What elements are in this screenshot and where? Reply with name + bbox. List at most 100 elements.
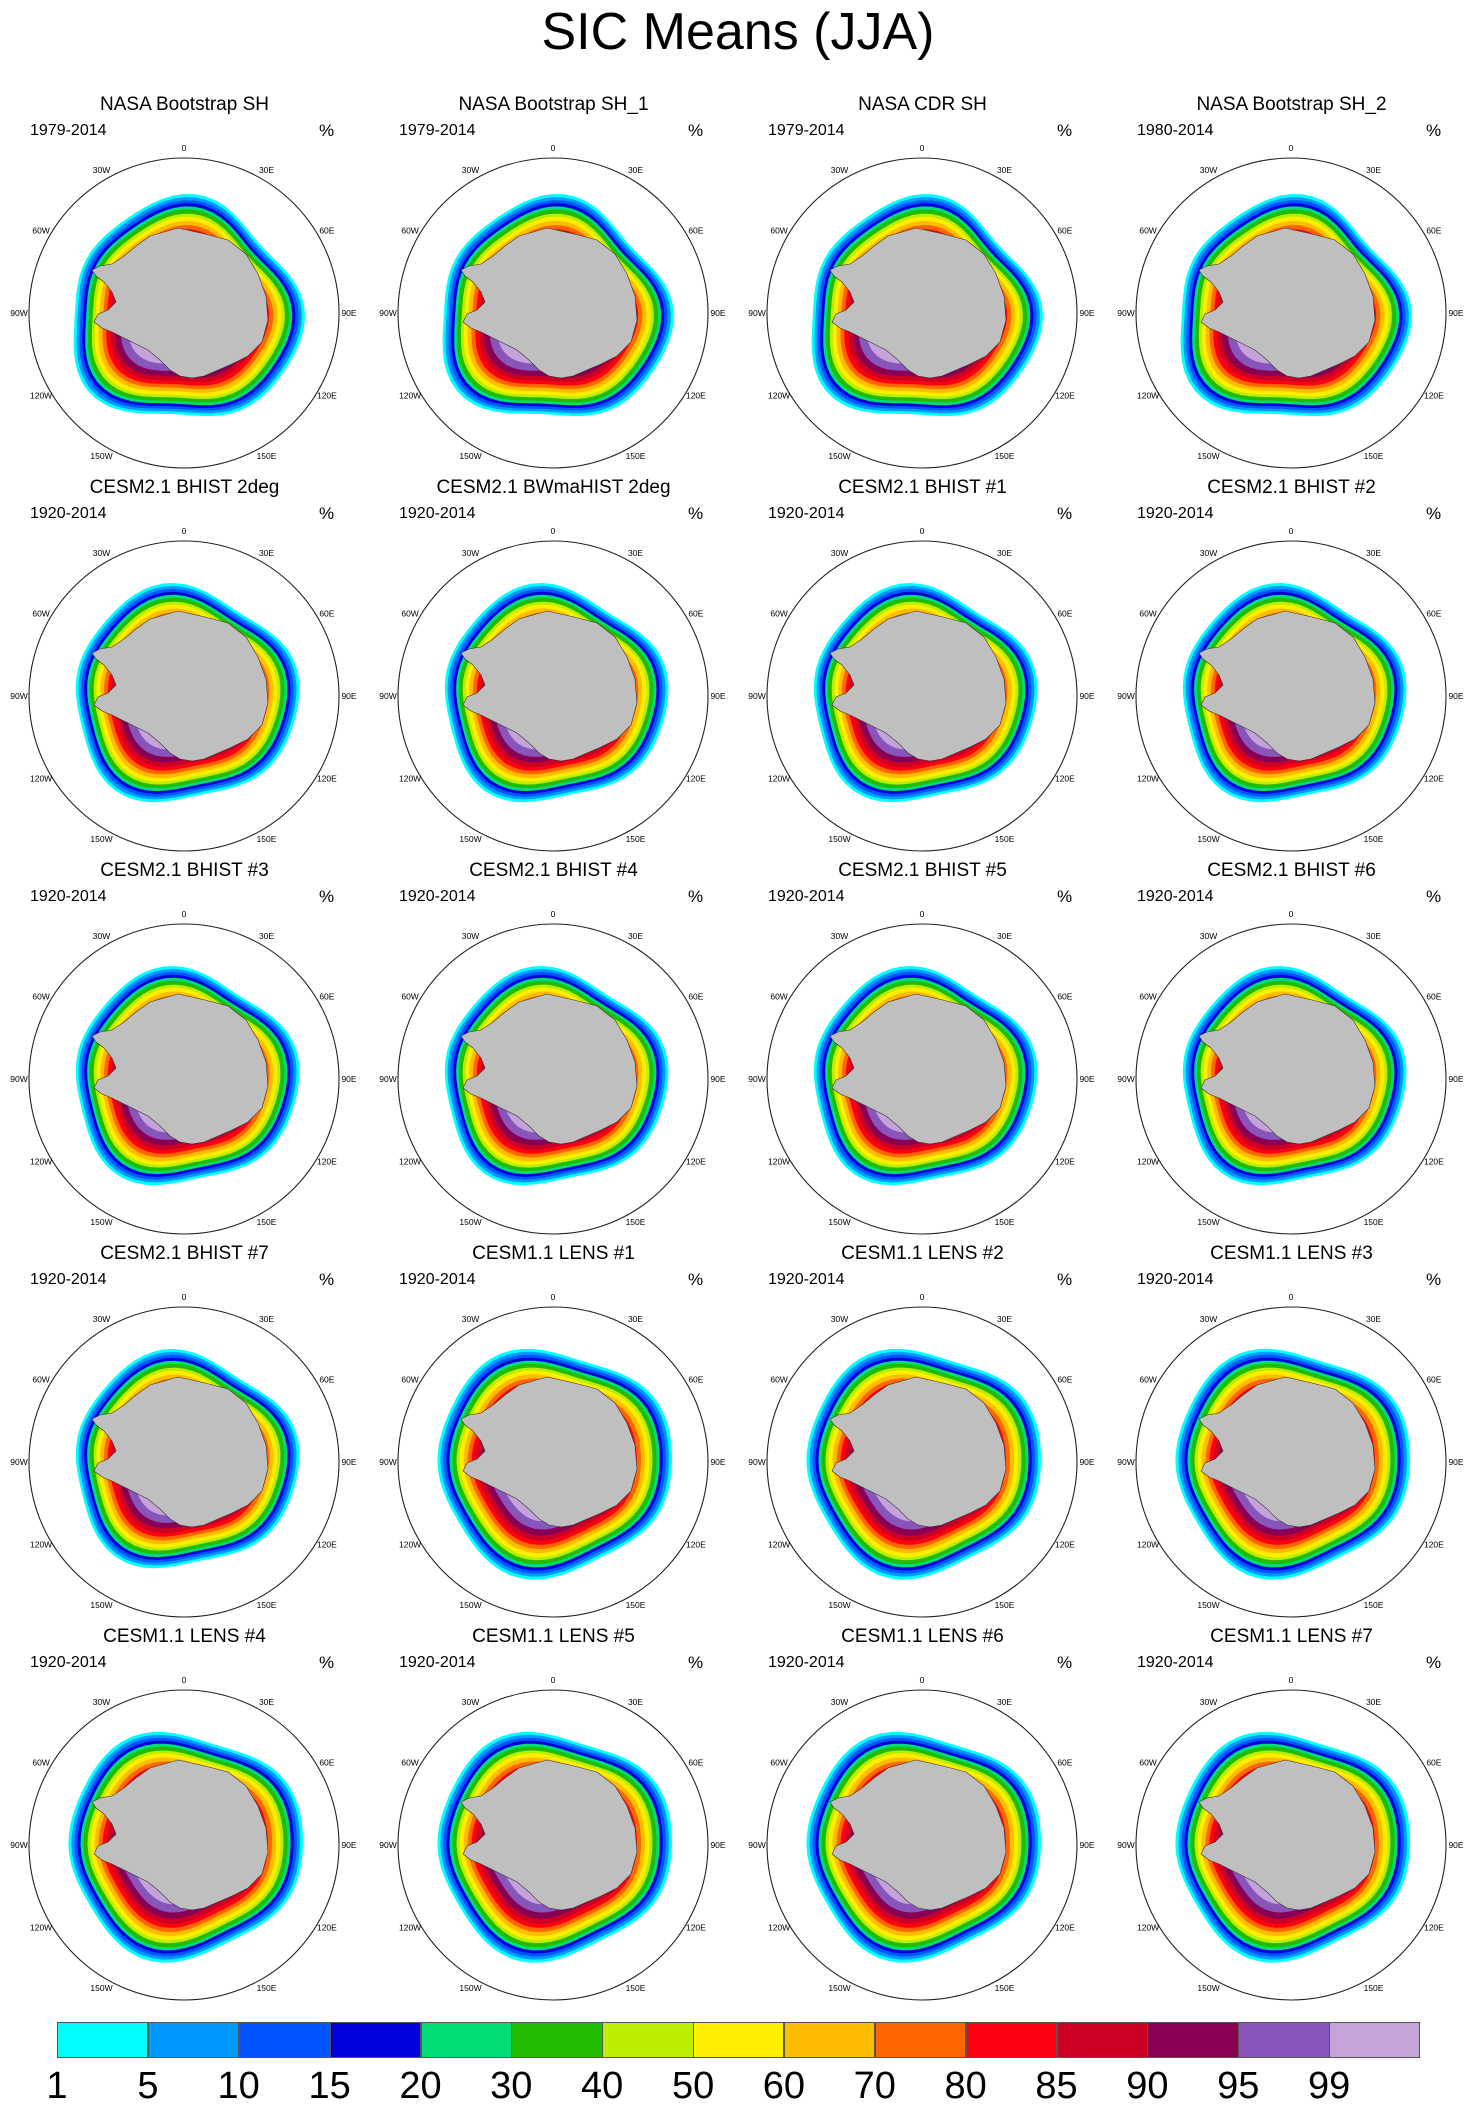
panel-period: 1920-2014 [399,1654,476,1671]
map-panel: 030E60E90E120E150E180150W120W90W60W30WCE… [738,854,1107,1237]
panel-title: CESM1.1 LENS #6 [841,1626,1004,1647]
colorbar-segment [420,2022,512,2058]
polar-map: 030E60E90E120E150E180150W120W90W60W30W [1117,1675,1464,2001]
longitude-label: 30W [831,1697,848,1707]
antarctica-land [460,993,638,1145]
panel-unit: % [319,1653,335,1672]
longitude-label: 150W [90,1217,112,1227]
panel-title: CESM1.1 LENS #7 [1210,1626,1373,1647]
map-panel: 030E60E90E120E150E180150W120W90W60W30WCE… [369,471,738,854]
polar-map: 030E60E90E120E150E180150W120W90W60W30W [379,909,726,1235]
panel-unit: % [319,887,335,906]
longitude-label: 30E [1366,1314,1381,1324]
colorbar-label: 15 [308,2065,351,2107]
longitude-label: 150W [1197,834,1219,844]
colorbar-label: 95 [1217,2065,1260,2107]
longitude-label: 60W [770,1375,787,1385]
polar-map: 030E60E90E120E150E180150W120W90W60W30W [10,909,357,1235]
colorbar-segment [965,2022,1058,2058]
longitude-label: 120W [399,1540,421,1550]
longitude-label: 90E [341,1074,356,1084]
longitude-label: 60W [1139,1758,1156,1768]
map-panel: 030E60E90E120E150E180150W120W90W60W30WNA… [369,88,738,471]
longitude-label: 150W [459,1217,481,1227]
panel-unit: % [688,504,704,523]
panel-period: 1920-2014 [30,1654,107,1671]
longitude-label: 150W [828,451,850,461]
longitude-label: 0 [1289,1292,1294,1302]
colorbar-label: 90 [1126,2065,1169,2107]
colorbar-segment [1329,2022,1421,2058]
longitude-label: 150E [1364,1217,1384,1227]
colorbar-segment [1147,2022,1239,2058]
longitude-label: 60E [688,226,703,236]
longitude-label: 30W [462,165,479,175]
antarctica-land [91,610,269,762]
antarctica-land [91,993,269,1145]
panel-period: 1920-2014 [1137,505,1214,522]
panel-period: 1920-2014 [768,1271,845,1288]
longitude-label: 120W [30,774,52,784]
longitude-label: 150E [1364,1983,1384,1993]
longitude-label: 120W [30,391,52,401]
colorbar-label: 5 [137,2065,159,2107]
longitude-label: 60E [1426,1758,1441,1768]
longitude-label: 120W [1137,1540,1159,1550]
antarctica-land [1198,1376,1376,1528]
longitude-label: 60W [1139,226,1156,236]
longitude-label: 150E [1364,451,1384,461]
longitude-label: 60E [1426,992,1441,1002]
longitude-label: 60W [32,226,49,236]
colorbar-label: 20 [399,2065,442,2107]
longitude-label: 60E [1057,1758,1072,1768]
longitude-label: 90E [341,691,356,701]
longitude-label: 30E [628,165,643,175]
panel-unit: % [319,1270,335,1289]
longitude-label: 60E [319,992,334,1002]
longitude-label: 150E [626,451,646,461]
longitude-label: 120W [399,774,421,784]
map-boundary [766,1306,1078,1618]
map-boundary [28,1306,340,1618]
polar-map: 030E60E90E120E150E180150W120W90W60W30W [10,1675,357,2001]
longitude-label: 30W [831,165,848,175]
panel-title: CESM2.1 BHIST #5 [838,860,1007,881]
longitude-label: 0 [920,143,925,153]
longitude-label: 90E [1079,1840,1094,1850]
longitude-label: 30W [1200,931,1217,941]
panel-title: NASA CDR SH [858,94,987,115]
longitude-label: 60W [401,226,418,236]
longitude-label: 30E [997,548,1012,558]
longitude-label: 120W [768,391,790,401]
panel-title: NASA Bootstrap SH [100,94,269,115]
longitude-label: 60E [1057,1375,1072,1385]
longitude-label: 60E [1057,226,1072,236]
longitude-label: 90W [379,1840,396,1850]
longitude-label: 30E [997,1697,1012,1707]
longitude-label: 120E [1424,1157,1444,1167]
longitude-label: 90W [379,1457,396,1467]
map-panel: 030E60E90E120E150E180150W120W90W60W30WCE… [0,471,369,854]
longitude-label: 0 [1289,1675,1294,1685]
panel-period: 1920-2014 [1137,1654,1214,1671]
longitude-label: 150E [257,1217,277,1227]
map-panel: 030E60E90E120E150E180150W120W90W60W30WCE… [738,471,1107,854]
longitude-label: 90E [341,1840,356,1850]
longitude-label: 150E [995,834,1015,844]
longitude-label: 0 [1289,909,1294,919]
longitude-label: 30W [831,931,848,941]
panel-unit: % [1057,504,1073,523]
longitude-label: 120E [317,1157,337,1167]
antarctica-land [91,227,269,379]
longitude-label: 120W [399,1157,421,1167]
panel-unit: % [1057,1270,1073,1289]
longitude-label: 60W [32,609,49,619]
longitude-label: 150W [1197,1600,1219,1610]
longitude-label: 90W [748,1074,765,1084]
longitude-label: 60E [319,1758,334,1768]
map-panel: 030E60E90E120E150E180150W120W90W60W30WCE… [0,1620,369,2003]
longitude-label: 120E [1055,1923,1075,1933]
map-boundary [28,540,340,852]
longitude-label: 0 [551,143,556,153]
